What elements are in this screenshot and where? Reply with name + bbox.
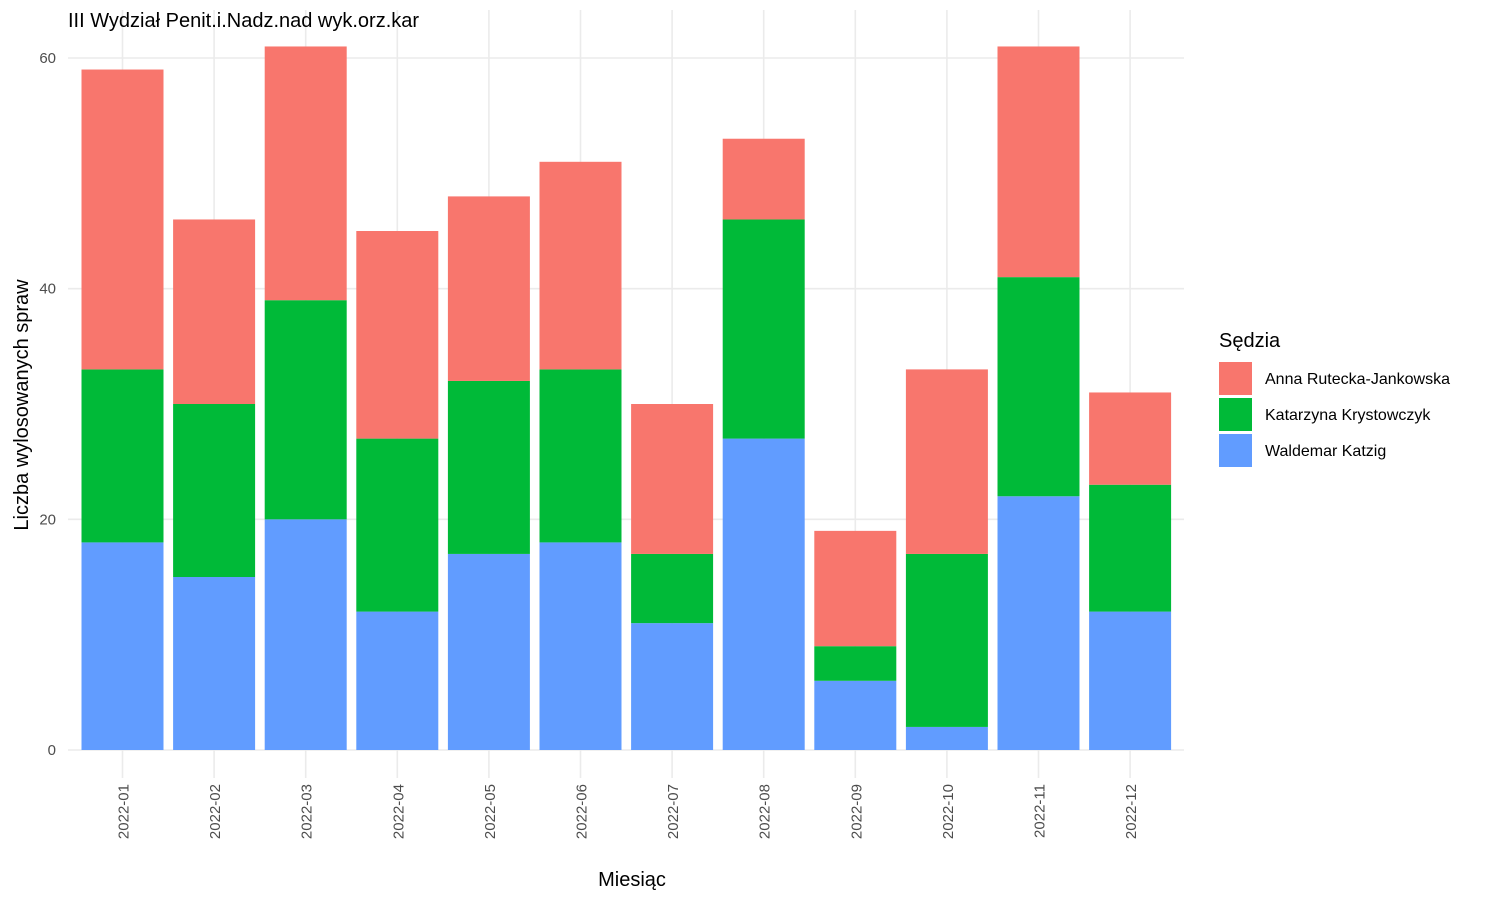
bar-segment	[173, 404, 256, 577]
legend-label: Waldemar Katzig	[1265, 443, 1386, 460]
bar-segment	[356, 231, 439, 439]
x-tick-label: 2022-10	[940, 784, 957, 839]
legend-label: Katarzyna Krystowczyk	[1265, 407, 1431, 424]
x-axis-title: Miesiąc	[598, 869, 666, 891]
legend-title: Sędzia	[1219, 330, 1281, 352]
bar-segment	[631, 553, 714, 624]
legend: Sędzia Anna Rutecka-Jankowska Katarzyna K…	[1219, 330, 1450, 467]
bar-segment	[814, 680, 897, 750]
x-tick-label: 2022-05	[482, 784, 499, 839]
legend-key	[1219, 434, 1252, 467]
bar-segment	[722, 219, 805, 439]
legend-key	[1219, 362, 1252, 395]
bars	[81, 46, 1172, 750]
bar-segment	[173, 219, 256, 404]
bar-segment	[722, 438, 805, 750]
bar-segment	[173, 577, 256, 750]
bar-segment	[905, 726, 988, 750]
bar-segment	[997, 46, 1080, 278]
x-tick-label: 2022-02	[207, 784, 224, 839]
bar-segment	[722, 138, 805, 220]
y-tick-label: 60	[39, 50, 56, 67]
bar-segment	[539, 161, 622, 370]
bar-segment	[1089, 611, 1172, 750]
bar-segment	[997, 496, 1080, 750]
bar-segment	[264, 519, 347, 750]
y-tick-label: 20	[39, 511, 56, 528]
bar-segment	[539, 542, 622, 750]
x-tick-label: 2022-12	[1123, 784, 1140, 839]
bar-segment	[447, 553, 530, 750]
bar-segment	[264, 300, 347, 520]
x-tick-label: 2022-09	[848, 784, 865, 839]
bar-segment	[81, 542, 164, 750]
x-tick-label: 2022-07	[665, 784, 682, 839]
bar-segment	[356, 611, 439, 750]
y-tick-label: 0	[48, 742, 56, 759]
bar-segment	[539, 369, 622, 543]
bar-segment	[447, 380, 530, 554]
bar-segment	[814, 530, 897, 647]
legend-key	[1219, 398, 1252, 431]
bar-segment	[631, 623, 714, 750]
bar-segment	[264, 46, 347, 301]
bar-segment	[997, 277, 1080, 497]
bar-segment	[81, 69, 164, 370]
bar-segment	[81, 369, 164, 543]
x-tick-label: 2022-11	[1032, 784, 1049, 838]
bar-segment	[447, 196, 530, 381]
x-tick-label: 2022-04	[390, 784, 407, 839]
y-tick-label: 40	[39, 281, 56, 298]
bar-segment	[905, 553, 988, 727]
x-tick-label: 2022-03	[299, 784, 316, 839]
chart-title: III Wydział Penit.i.Nadz.nad wyk.orz.kar	[68, 10, 419, 32]
y-axis: 0 20 40 60	[39, 50, 56, 759]
bar-segment	[814, 646, 897, 681]
x-tick-label: 2022-01	[116, 784, 133, 839]
bar-segment	[1089, 392, 1172, 485]
y-axis-title: Liczba wylosowanych spraw	[11, 279, 33, 531]
x-tick-label: 2022-06	[574, 784, 591, 839]
x-tick-label: 2022-08	[757, 784, 774, 839]
bar-segment	[1089, 484, 1172, 612]
bar-segment	[631, 404, 714, 554]
bar-segment	[905, 369, 988, 554]
bar-segment	[356, 438, 439, 612]
legend-label: Anna Rutecka-Jankowska	[1265, 371, 1450, 388]
x-axis: 2022-01 2022-02 2022-03 2022-04 2022-05 2022-…	[116, 784, 1141, 839]
